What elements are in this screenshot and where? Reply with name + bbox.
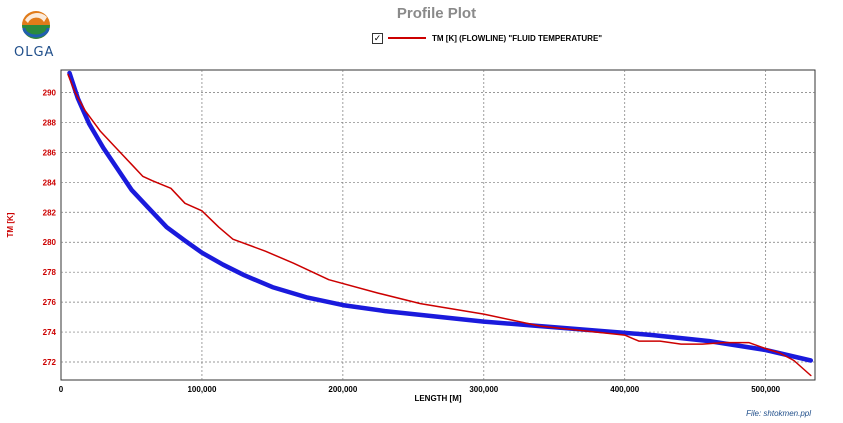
y-tick-label: 284 (43, 178, 57, 187)
chart-title: Profile Plot (396, 5, 477, 22)
y-tick-label: 288 (43, 118, 57, 127)
y-tick-label: 274 (43, 328, 57, 337)
x-tick-label: 200,000 (328, 385, 357, 394)
y-axis-ticks: 272 274 276 278 280 282 284 286 288 290 (43, 88, 57, 367)
y-tick-label: 280 (43, 238, 57, 247)
x-tick-label: 400,000 (610, 385, 639, 394)
y-tick-label: 290 (43, 88, 57, 97)
y-tick-label: 282 (43, 208, 57, 217)
series-line-fluid-temperature (67, 73, 812, 377)
grid-lines (61, 70, 815, 380)
logo-text: OLGA (14, 45, 55, 60)
plot-frame (60, 69, 816, 381)
olga-logo: OLGA (6, 8, 66, 60)
x-tick-label: 0 (59, 385, 64, 394)
legend: ✓ TM [K] (FLOWLINE) "FLUID TEMPERATURE" (372, 31, 602, 45)
series-line-simulated (67, 70, 814, 363)
file-name: File: shtokmen.ppl (746, 409, 811, 418)
y-tick-label: 278 (43, 268, 57, 277)
legend-swatch (388, 37, 426, 39)
y-tick-label: 276 (43, 298, 57, 307)
x-tick-label: 100,000 (187, 385, 216, 394)
series-group (67, 70, 814, 377)
y-tick-label: 272 (43, 358, 57, 367)
x-axis-label: LENGTH [M] (414, 394, 461, 403)
x-axis-ticks: 0 100,000 200,000 300,000 400,000 500,000 (59, 385, 781, 394)
x-tick-label: 300,000 (469, 385, 498, 394)
series-toggle-checkbox[interactable]: ✓ (372, 32, 383, 44)
legend-label: TM [K] (FLOWLINE) "FLUID TEMPERATURE" (432, 33, 603, 43)
y-tick-label: 286 (43, 148, 57, 157)
y-axis-label: TM [K] (6, 212, 15, 237)
x-tick-label: 500,000 (751, 385, 780, 394)
